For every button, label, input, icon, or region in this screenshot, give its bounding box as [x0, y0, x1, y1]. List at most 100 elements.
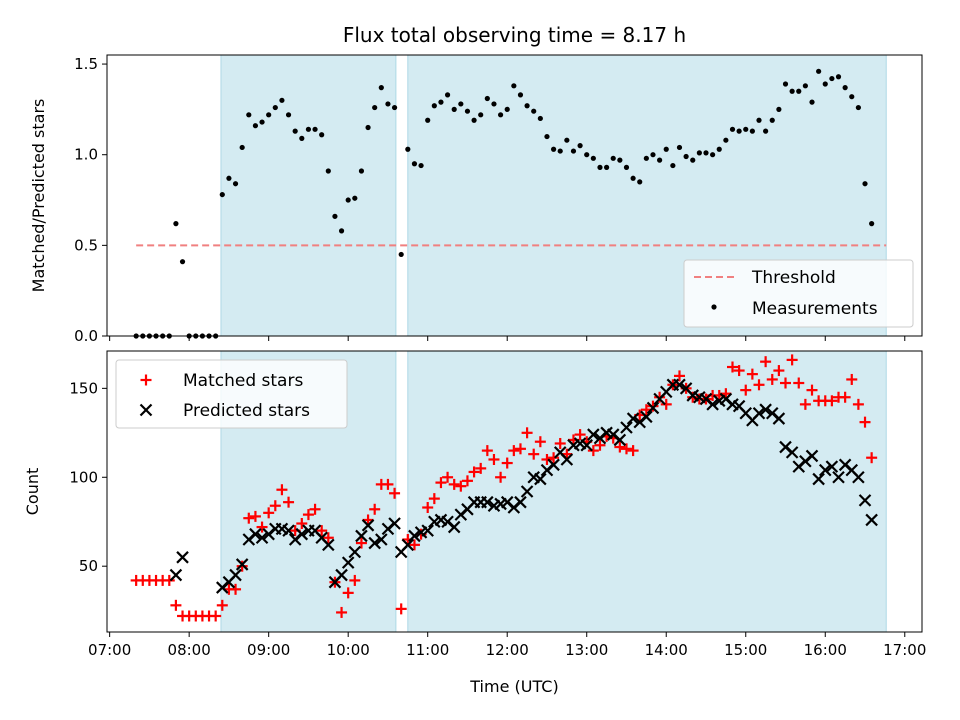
bottom-legend-box [115, 359, 348, 429]
bottom-legend: Matched stars Predicted stars [115, 359, 348, 429]
measurement-point [504, 106, 510, 112]
matched-star-point [859, 416, 871, 428]
predicted-star-point [560, 453, 574, 466]
measurement-point [855, 104, 861, 111]
measurement-point [703, 150, 709, 156]
measurement-point [835, 74, 842, 80]
measurement-point [809, 99, 815, 105]
matched-star-point [806, 384, 818, 396]
measurement-point [749, 128, 755, 134]
measurement-point [478, 112, 484, 118]
x-axis-label: Time (UTC) [469, 677, 558, 696]
measurement-point [842, 85, 848, 91]
matched-star-point [554, 437, 566, 449]
bottom-panel: 07:00 08:00 09:00 10:00 11:00 12:00 13:00 14:00… [23, 350, 926, 696]
measurement-point [484, 95, 490, 102]
predicted-star-point [587, 428, 600, 441]
matched-star-point [210, 610, 222, 622]
matched-star-point [302, 509, 314, 521]
measurement-point [643, 155, 649, 161]
matched-star-point [786, 354, 798, 366]
x-tick-label: 11:00 [406, 641, 449, 659]
matched-star-point [442, 471, 454, 483]
measurement-point [292, 128, 298, 134]
predicted-star-point [805, 449, 819, 463]
measurement-point [610, 155, 616, 161]
matched-star-point [740, 384, 752, 396]
measurement-point [285, 112, 292, 118]
predicted-star-point [640, 410, 653, 424]
top-y-axis-label: Matched/Predicted stars [29, 99, 48, 293]
matched-star-point [236, 560, 248, 572]
measurement-point [319, 132, 325, 138]
measurement-point [299, 135, 305, 141]
matched-star-point [455, 480, 467, 492]
predicted-star-point [706, 398, 719, 411]
matched-star-point [514, 443, 526, 455]
predicted-star-point [176, 551, 189, 564]
x-tick-label: 10:00 [327, 641, 370, 659]
y-tick-label: 150 [69, 379, 98, 397]
matched-star-point [475, 462, 487, 474]
measurement-point [577, 143, 583, 149]
matched-star-point [673, 370, 685, 382]
measurement-point [736, 128, 742, 134]
matched-star-point [793, 377, 805, 389]
matched-star-point [395, 603, 407, 615]
measurement-point [604, 164, 610, 170]
matched-star-point [687, 391, 699, 403]
measurement-point [517, 92, 524, 98]
measurement-point [670, 162, 676, 169]
measurement-point [570, 148, 577, 154]
predicted-star-point [626, 412, 640, 425]
matched-star-point [369, 503, 381, 515]
x-tick-label: 12:00 [486, 641, 529, 659]
matched-star-point [362, 514, 374, 526]
measurement-point [690, 157, 696, 163]
predicted-star-point [169, 568, 183, 582]
matched-star-point [349, 574, 361, 586]
measurement-point [252, 123, 259, 129]
measurement-point [438, 99, 444, 105]
predicted-star-point [388, 517, 401, 530]
predicted-star-point [235, 558, 249, 571]
measurement-point [802, 83, 808, 89]
predicted-star-point [865, 513, 878, 527]
measurement-point [782, 81, 789, 87]
matched-star-point [422, 502, 434, 514]
matched-star-point [461, 475, 473, 487]
measurement-point [617, 157, 623, 163]
matched-star-point [852, 398, 864, 410]
measurement-point [385, 101, 391, 107]
measurement-point [743, 126, 749, 132]
x-tick-label: 15:00 [724, 641, 767, 659]
matched-star-point [501, 457, 513, 469]
measurement-point [822, 81, 828, 87]
legend-x-marker [139, 403, 153, 417]
matched-star-point [753, 379, 765, 391]
matched-star-point [495, 471, 507, 483]
measurement-point [259, 119, 265, 125]
matched-star-point [488, 453, 500, 465]
y-tick-label: 1.0 [74, 146, 98, 164]
measurement-point [451, 106, 457, 112]
measurement-point [398, 251, 404, 258]
x-tick-label: 16:00 [804, 641, 847, 659]
predicted-star-point [282, 524, 295, 537]
top-legend-box [683, 259, 914, 328]
y-tick-label: 0.0 [74, 327, 98, 345]
y-tick-label: 100 [69, 468, 98, 486]
matched-star-point [230, 583, 242, 595]
matched-star-point [574, 429, 586, 441]
bottom-x-ticks: 07:00 08:00 09:00 10:00 11:00 12:00 13:00 14:00… [88, 632, 926, 659]
measurement-point [789, 88, 795, 94]
measurement-point [179, 259, 186, 265]
matched-star-point [428, 493, 440, 505]
predicted-star-point [852, 470, 865, 484]
matched-star-point [342, 587, 354, 599]
x-tick-label: 14:00 [645, 641, 688, 659]
y-tick-label: 0.5 [74, 236, 98, 254]
matched-star-point [481, 445, 493, 457]
predicted-star-point [408, 529, 421, 543]
predicted-star-point [673, 378, 686, 392]
